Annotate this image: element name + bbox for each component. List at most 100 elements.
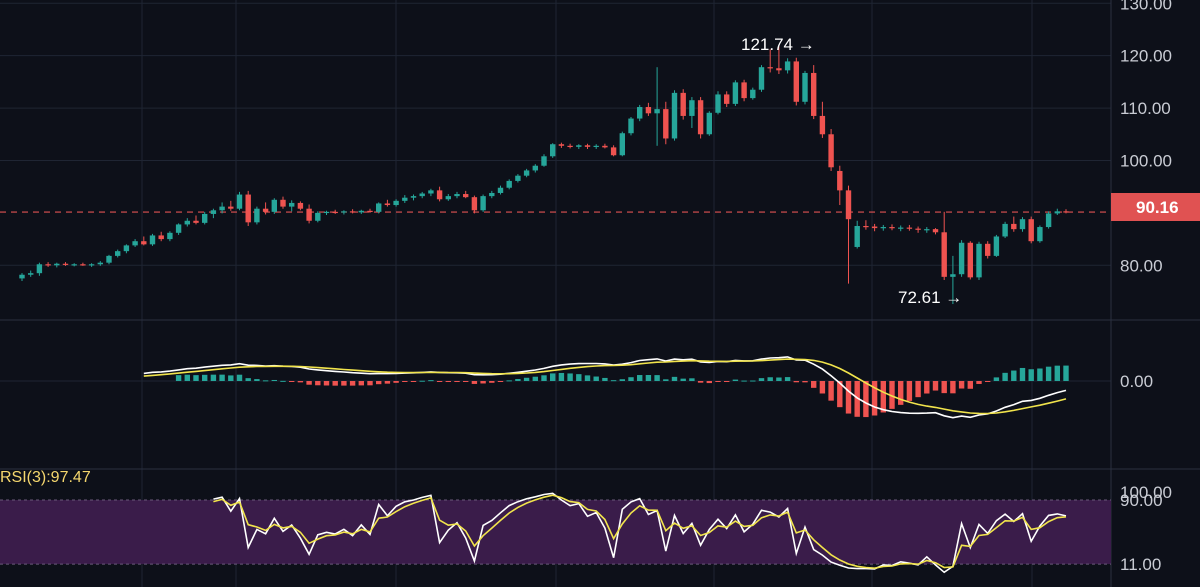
candle-body[interactable] [593, 145, 599, 148]
candle-body[interactable] [402, 197, 408, 201]
candle-body[interactable] [950, 274, 956, 277]
candle-body[interactable] [497, 187, 504, 193]
candle-body[interactable] [97, 262, 103, 265]
candle-body[interactable] [967, 242, 973, 278]
candle-body[interactable] [1019, 219, 1026, 230]
candle-body[interactable] [341, 211, 347, 213]
candle-body[interactable] [1002, 223, 1008, 237]
candle-body[interactable] [19, 274, 25, 279]
candle-body[interactable] [315, 212, 321, 221]
candle-body[interactable] [976, 243, 982, 278]
candle-body[interactable] [854, 226, 860, 247]
candle-body[interactable] [532, 165, 538, 171]
candle-body[interactable] [776, 68, 782, 71]
candle-body[interactable] [767, 67, 773, 69]
candle-body[interactable] [567, 145, 573, 148]
candle-body[interactable] [715, 94, 721, 113]
candle-body[interactable] [663, 109, 669, 139]
candle-body[interactable] [784, 61, 791, 71]
candle-body[interactable] [802, 72, 808, 102]
candle-body[interactable] [706, 112, 712, 135]
candle-body[interactable] [889, 227, 895, 229]
candle-body[interactable] [1028, 219, 1034, 242]
candle-body[interactable] [619, 133, 625, 156]
candle-body[interactable] [349, 211, 356, 213]
candle-body[interactable] [228, 206, 234, 209]
candle-body[interactable] [628, 118, 634, 134]
candle-body[interactable] [454, 194, 460, 197]
candle-body[interactable] [323, 211, 330, 214]
candle-body[interactable] [193, 220, 199, 223]
candle-body[interactable] [219, 206, 225, 211]
candle-body[interactable] [506, 180, 512, 188]
candle-body[interactable] [123, 245, 130, 252]
candle-body[interactable] [871, 226, 878, 229]
candle-body[interactable] [1063, 211, 1069, 213]
candle-body[interactable] [115, 251, 121, 256]
price-panel[interactable] [0, 46, 1111, 305]
candle-body[interactable] [637, 107, 643, 119]
candle-body[interactable] [489, 192, 495, 197]
candle-body[interactable] [985, 243, 991, 256]
candle-body[interactable] [367, 210, 373, 212]
candle-body[interactable] [254, 208, 260, 223]
candle-body[interactable] [915, 228, 921, 230]
candle-body[interactable] [828, 134, 834, 168]
candle-body[interactable] [819, 115, 826, 135]
candle-body[interactable] [845, 190, 852, 220]
candle-body[interactable] [245, 194, 251, 223]
candle-body[interactable] [158, 235, 164, 240]
candle-body[interactable] [289, 202, 295, 207]
price-axis[interactable]: 130.00120.00110.00100.0080.000.00100.009… [1120, 0, 1172, 574]
candle-body[interactable] [863, 226, 869, 228]
candle-body[interactable] [149, 235, 156, 245]
candle-body[interactable] [724, 94, 730, 104]
candle-body[interactable] [419, 193, 425, 197]
candle-body[interactable] [837, 170, 843, 191]
candle-body[interactable] [741, 82, 747, 99]
candle-body[interactable] [184, 220, 190, 225]
candle-body[interactable] [141, 241, 147, 245]
candle-body[interactable] [393, 200, 399, 206]
candle-body[interactable] [202, 213, 208, 223]
candle-body[interactable] [167, 232, 173, 240]
candle-body[interactable] [463, 194, 469, 198]
candle-body[interactable] [175, 224, 182, 233]
candle-body[interactable] [210, 210, 217, 214]
candle-body[interactable] [376, 203, 382, 212]
candle-body[interactable] [1045, 213, 1052, 228]
candle-body[interactable] [88, 264, 95, 266]
candle-body[interactable] [384, 203, 391, 206]
candle-body[interactable] [584, 145, 591, 147]
candle-body[interactable] [80, 264, 86, 266]
candle-body[interactable] [297, 202, 304, 209]
candle-body[interactable] [45, 264, 51, 266]
macd-panel[interactable] [143, 356, 1069, 419]
candle-body[interactable] [758, 67, 765, 90]
candle-body[interactable] [332, 211, 338, 214]
candle-body[interactable] [1054, 211, 1060, 214]
candle-body[interactable] [428, 190, 434, 194]
candle-body[interactable] [515, 175, 521, 181]
candle-body[interactable] [523, 170, 530, 176]
candle-body[interactable] [358, 210, 364, 213]
candle-body[interactable] [471, 197, 478, 211]
candle-body[interactable] [106, 255, 112, 263]
candle-body[interactable] [558, 144, 565, 146]
candle-body[interactable] [62, 263, 69, 265]
candle-body[interactable] [236, 194, 243, 209]
candle-body[interactable] [1011, 223, 1017, 230]
candle-body[interactable] [811, 72, 817, 116]
candle-body[interactable] [732, 82, 739, 104]
candle-body[interactable] [71, 264, 77, 266]
candle-body[interactable] [36, 264, 43, 274]
candle-body[interactable] [671, 92, 678, 139]
candle-body[interactable] [654, 109, 660, 114]
rsi-panel[interactable] [0, 492, 1111, 574]
candle-body[interactable] [436, 190, 443, 200]
candle-body[interactable] [410, 196, 417, 198]
candle-body[interactable] [924, 229, 930, 231]
candle-body[interactable] [898, 227, 904, 229]
candle-body[interactable] [271, 199, 277, 212]
